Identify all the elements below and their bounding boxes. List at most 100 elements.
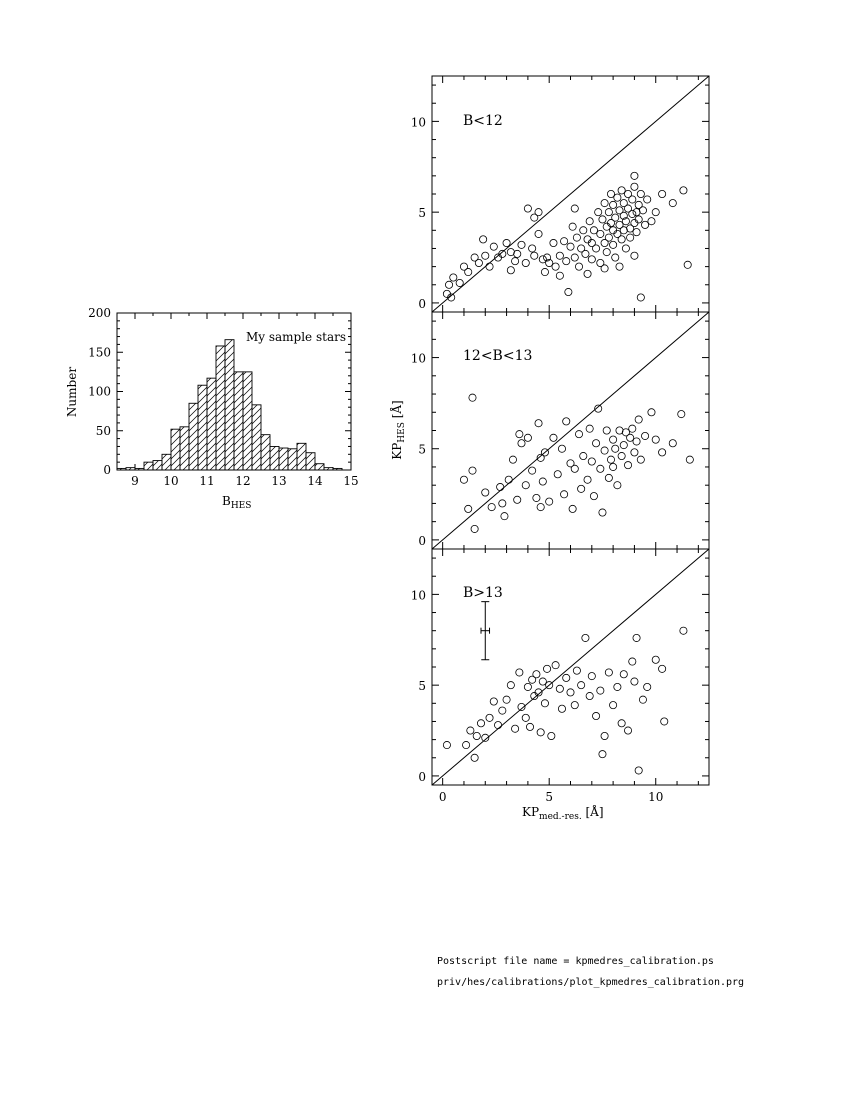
data-points: [442, 626, 688, 775]
data-point: [530, 213, 539, 222]
scatter-x-axis-label-main: KP: [522, 805, 539, 819]
data-point: [604, 473, 613, 482]
data-point: [598, 215, 607, 224]
histogram-annotation: My sample stars: [246, 330, 346, 344]
data-point: [504, 475, 513, 484]
data-point: [606, 219, 615, 228]
data-point: [617, 186, 626, 195]
scatter-y-axis-label-subscript: HES: [397, 422, 407, 443]
x-tick-label: 10: [648, 790, 663, 804]
data-point: [530, 251, 539, 260]
one-to-one-line: [432, 312, 709, 549]
histogram-x-tick-label: 10: [163, 474, 178, 488]
data-point: [619, 441, 628, 450]
data-point: [592, 712, 601, 721]
data-point: [470, 753, 479, 762]
data-point: [464, 504, 473, 513]
histogram-bar: [152, 460, 163, 470]
data-point: [538, 255, 547, 264]
data-point: [628, 657, 637, 666]
histogram-x-axis-label: BHES: [222, 494, 251, 511]
data-point: [609, 200, 618, 209]
data-point: [651, 435, 660, 444]
data-point: [543, 253, 552, 262]
data-point: [585, 424, 594, 433]
data-point: [562, 417, 571, 426]
histogram-y-tick-label: 50: [96, 424, 111, 438]
data-point: [487, 503, 496, 512]
x-tick-label: 5: [545, 790, 553, 804]
data-point: [602, 426, 611, 435]
y-tick-label: 5: [418, 206, 426, 220]
data-point: [624, 726, 633, 735]
data-point: [511, 724, 520, 733]
data-point: [643, 682, 652, 691]
data-point: [485, 262, 494, 271]
data-point: [470, 524, 479, 533]
data-point: [532, 493, 541, 502]
data-point: [634, 215, 643, 224]
data-point: [668, 199, 677, 208]
histogram-x-tick-label: 13: [271, 474, 286, 488]
data-point: [581, 633, 590, 642]
data-point: [600, 239, 609, 248]
data-point: [498, 249, 507, 258]
data-point: [638, 206, 647, 215]
data-point: [679, 626, 688, 635]
data-point: [604, 208, 613, 217]
data-point: [611, 444, 620, 453]
data-point: [536, 503, 545, 512]
data-point: [679, 186, 688, 195]
data-point: [566, 459, 575, 468]
data-point: [651, 208, 660, 217]
data-point: [600, 446, 609, 455]
data-point: [528, 675, 537, 684]
data-point: [502, 239, 511, 248]
data-point: [506, 266, 515, 275]
data-point: [442, 289, 451, 298]
data-point: [579, 452, 588, 461]
data-point: [523, 204, 532, 213]
data-point: [575, 262, 584, 271]
scatter-panel-faint: B>13 0 5 10 0 5 10: [411, 548, 710, 804]
histogram-bar: [206, 377, 217, 470]
y-tick-label: 10: [411, 588, 426, 602]
data-point: [596, 229, 605, 238]
one-to-one-line: [432, 549, 709, 785]
data-point: [572, 233, 581, 242]
panel-label-faint: B>13: [463, 585, 503, 601]
data-point: [557, 704, 566, 713]
data-point: [592, 244, 601, 253]
footer-program-path: priv/hes/calibrations/plot_kpmedres_cali…: [437, 977, 745, 988]
data-point: [619, 670, 628, 679]
data-point: [641, 431, 650, 440]
data-point: [594, 208, 603, 217]
data-point: [540, 699, 549, 708]
data-point: [606, 455, 615, 464]
data-point: [638, 695, 647, 704]
histogram-bar: [233, 371, 244, 470]
data-point: [549, 433, 558, 442]
data-point: [598, 750, 607, 759]
data-point: [611, 253, 620, 262]
data-point: [485, 713, 494, 722]
data-point: [496, 483, 505, 492]
data-point: [474, 258, 483, 267]
data-point: [621, 217, 630, 226]
data-point: [551, 661, 560, 670]
data-point: [532, 670, 541, 679]
data-point: [553, 470, 562, 479]
data-point: [462, 741, 471, 750]
data-point: [609, 462, 618, 471]
histogram-x-tick-label: 14: [307, 474, 323, 488]
data-point: [609, 240, 618, 249]
data-point: [602, 248, 611, 257]
histogram-y-tick-label: 0: [103, 463, 111, 477]
data-point: [545, 681, 554, 690]
scatter-x-axis-label: KPmed.-res. [Å]: [522, 804, 604, 822]
data-point: [521, 713, 530, 722]
data-point: [604, 668, 613, 677]
data-point: [562, 257, 571, 266]
data-point: [651, 655, 660, 664]
